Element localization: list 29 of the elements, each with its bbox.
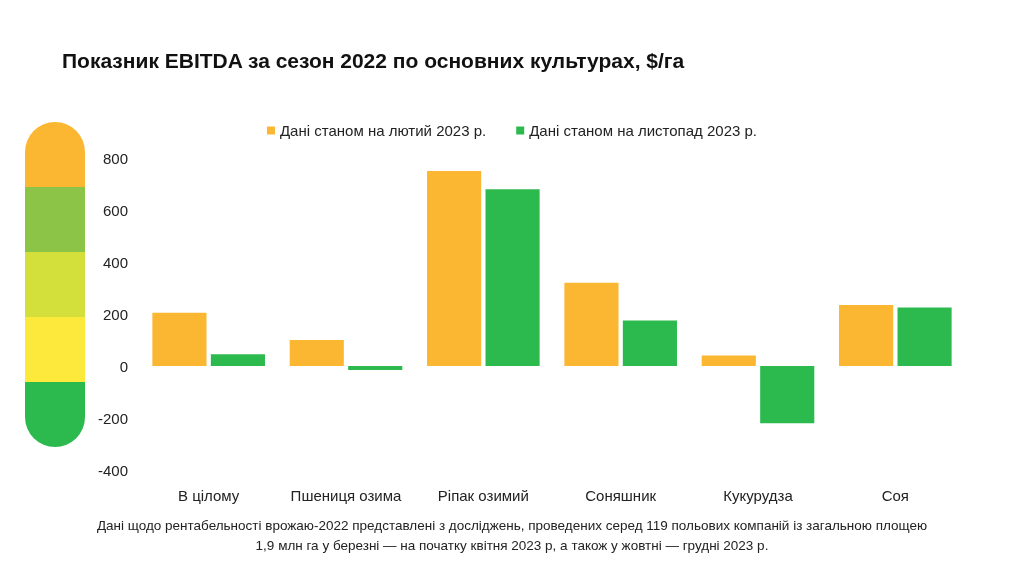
x-tick-label: Ріпак озимий	[437, 487, 529, 504]
bar	[897, 307, 952, 366]
bar	[427, 171, 482, 366]
y-tick-label: 600	[102, 201, 128, 219]
y-tick-label: 400	[102, 253, 128, 271]
text: Дані щодо рентабельності врожаю-2022 представлені з досліджень, проведених серед 119 польових компаній із загальною площею 1,9 млн га у березні — на початку квітня 2023 р, а також у жовтні — грудні 2023 р.	[95, 517, 929, 555]
bar	[760, 366, 815, 424]
y-tick-label: -400	[97, 461, 128, 479]
legend-label: Дані станом на лютий 2023 р.	[279, 122, 487, 139]
x-tick-label: Соняшник	[585, 487, 657, 504]
bar	[839, 304, 894, 366]
x-tick-label: Кукурудза	[723, 487, 794, 504]
y-tick-label: 0	[119, 357, 128, 375]
bar	[564, 282, 619, 366]
y-tick-label: 200	[102, 305, 128, 323]
x-tick-label: В цілому	[177, 487, 240, 504]
bar	[701, 355, 756, 366]
y-tick-label: -200	[97, 409, 128, 427]
y-tick-label: 800	[102, 149, 128, 167]
bar	[152, 312, 207, 366]
bar	[210, 354, 265, 366]
legend-label: Дані станом на листопад 2023 р.	[529, 122, 758, 139]
bar	[348, 366, 403, 370]
bar	[622, 320, 677, 366]
x-tick-label: Пшениця озима	[290, 487, 403, 504]
bar	[485, 189, 540, 366]
bar	[289, 340, 344, 366]
x-tick-label: Соя	[881, 487, 909, 504]
chart-title: Показник EBITDA за сезон 2022 по основних культурах, $/га	[62, 49, 685, 72]
